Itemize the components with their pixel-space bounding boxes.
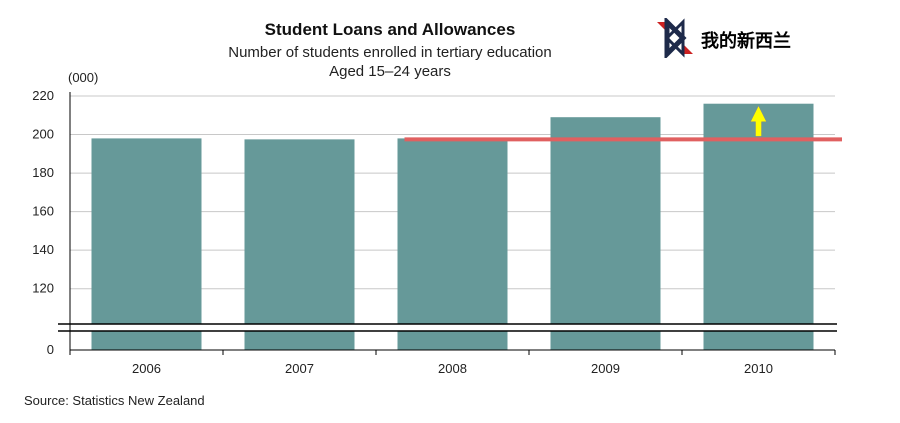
y-tick-label: 120 (32, 281, 54, 296)
bar-2006 (91, 138, 202, 350)
y-tick-label: 200 (32, 127, 54, 142)
brand-logo: 我的新西兰 (653, 15, 813, 61)
y-tick-label: 0 (47, 342, 54, 357)
x-tick-label: 2009 (591, 361, 620, 376)
y-tick-label: 140 (32, 242, 54, 257)
bar-2007 (244, 139, 355, 350)
x-tick-label: 2010 (744, 361, 773, 376)
bar-2008 (397, 138, 508, 350)
chart-subtitle-line-1: Number of students enrolled in tertiary … (228, 44, 552, 61)
logo-mark-icon (657, 15, 693, 61)
x-tick-label: 2008 (438, 361, 467, 376)
chart-title: Student Loans and Allowances (264, 20, 516, 39)
increase-arrow (750, 105, 767, 137)
x-tick-label: 2006 (132, 361, 161, 376)
chart-source: Source: Statistics New Zealand (24, 393, 205, 408)
axis-break-gap (58, 324, 837, 331)
logo-text: 我的新西兰 (701, 31, 791, 52)
chart-subtitle-line-2: Aged 15–24 years (329, 63, 451, 80)
y-tick-label: 180 (32, 165, 54, 180)
x-tick-label: 2007 (285, 361, 314, 376)
bar-2010 (703, 103, 814, 350)
y-tick-label: 220 (32, 88, 54, 103)
y-tick-label: 160 (32, 204, 54, 219)
bar-2009 (550, 117, 661, 350)
y-axis-unit-label: (000) (68, 70, 99, 85)
